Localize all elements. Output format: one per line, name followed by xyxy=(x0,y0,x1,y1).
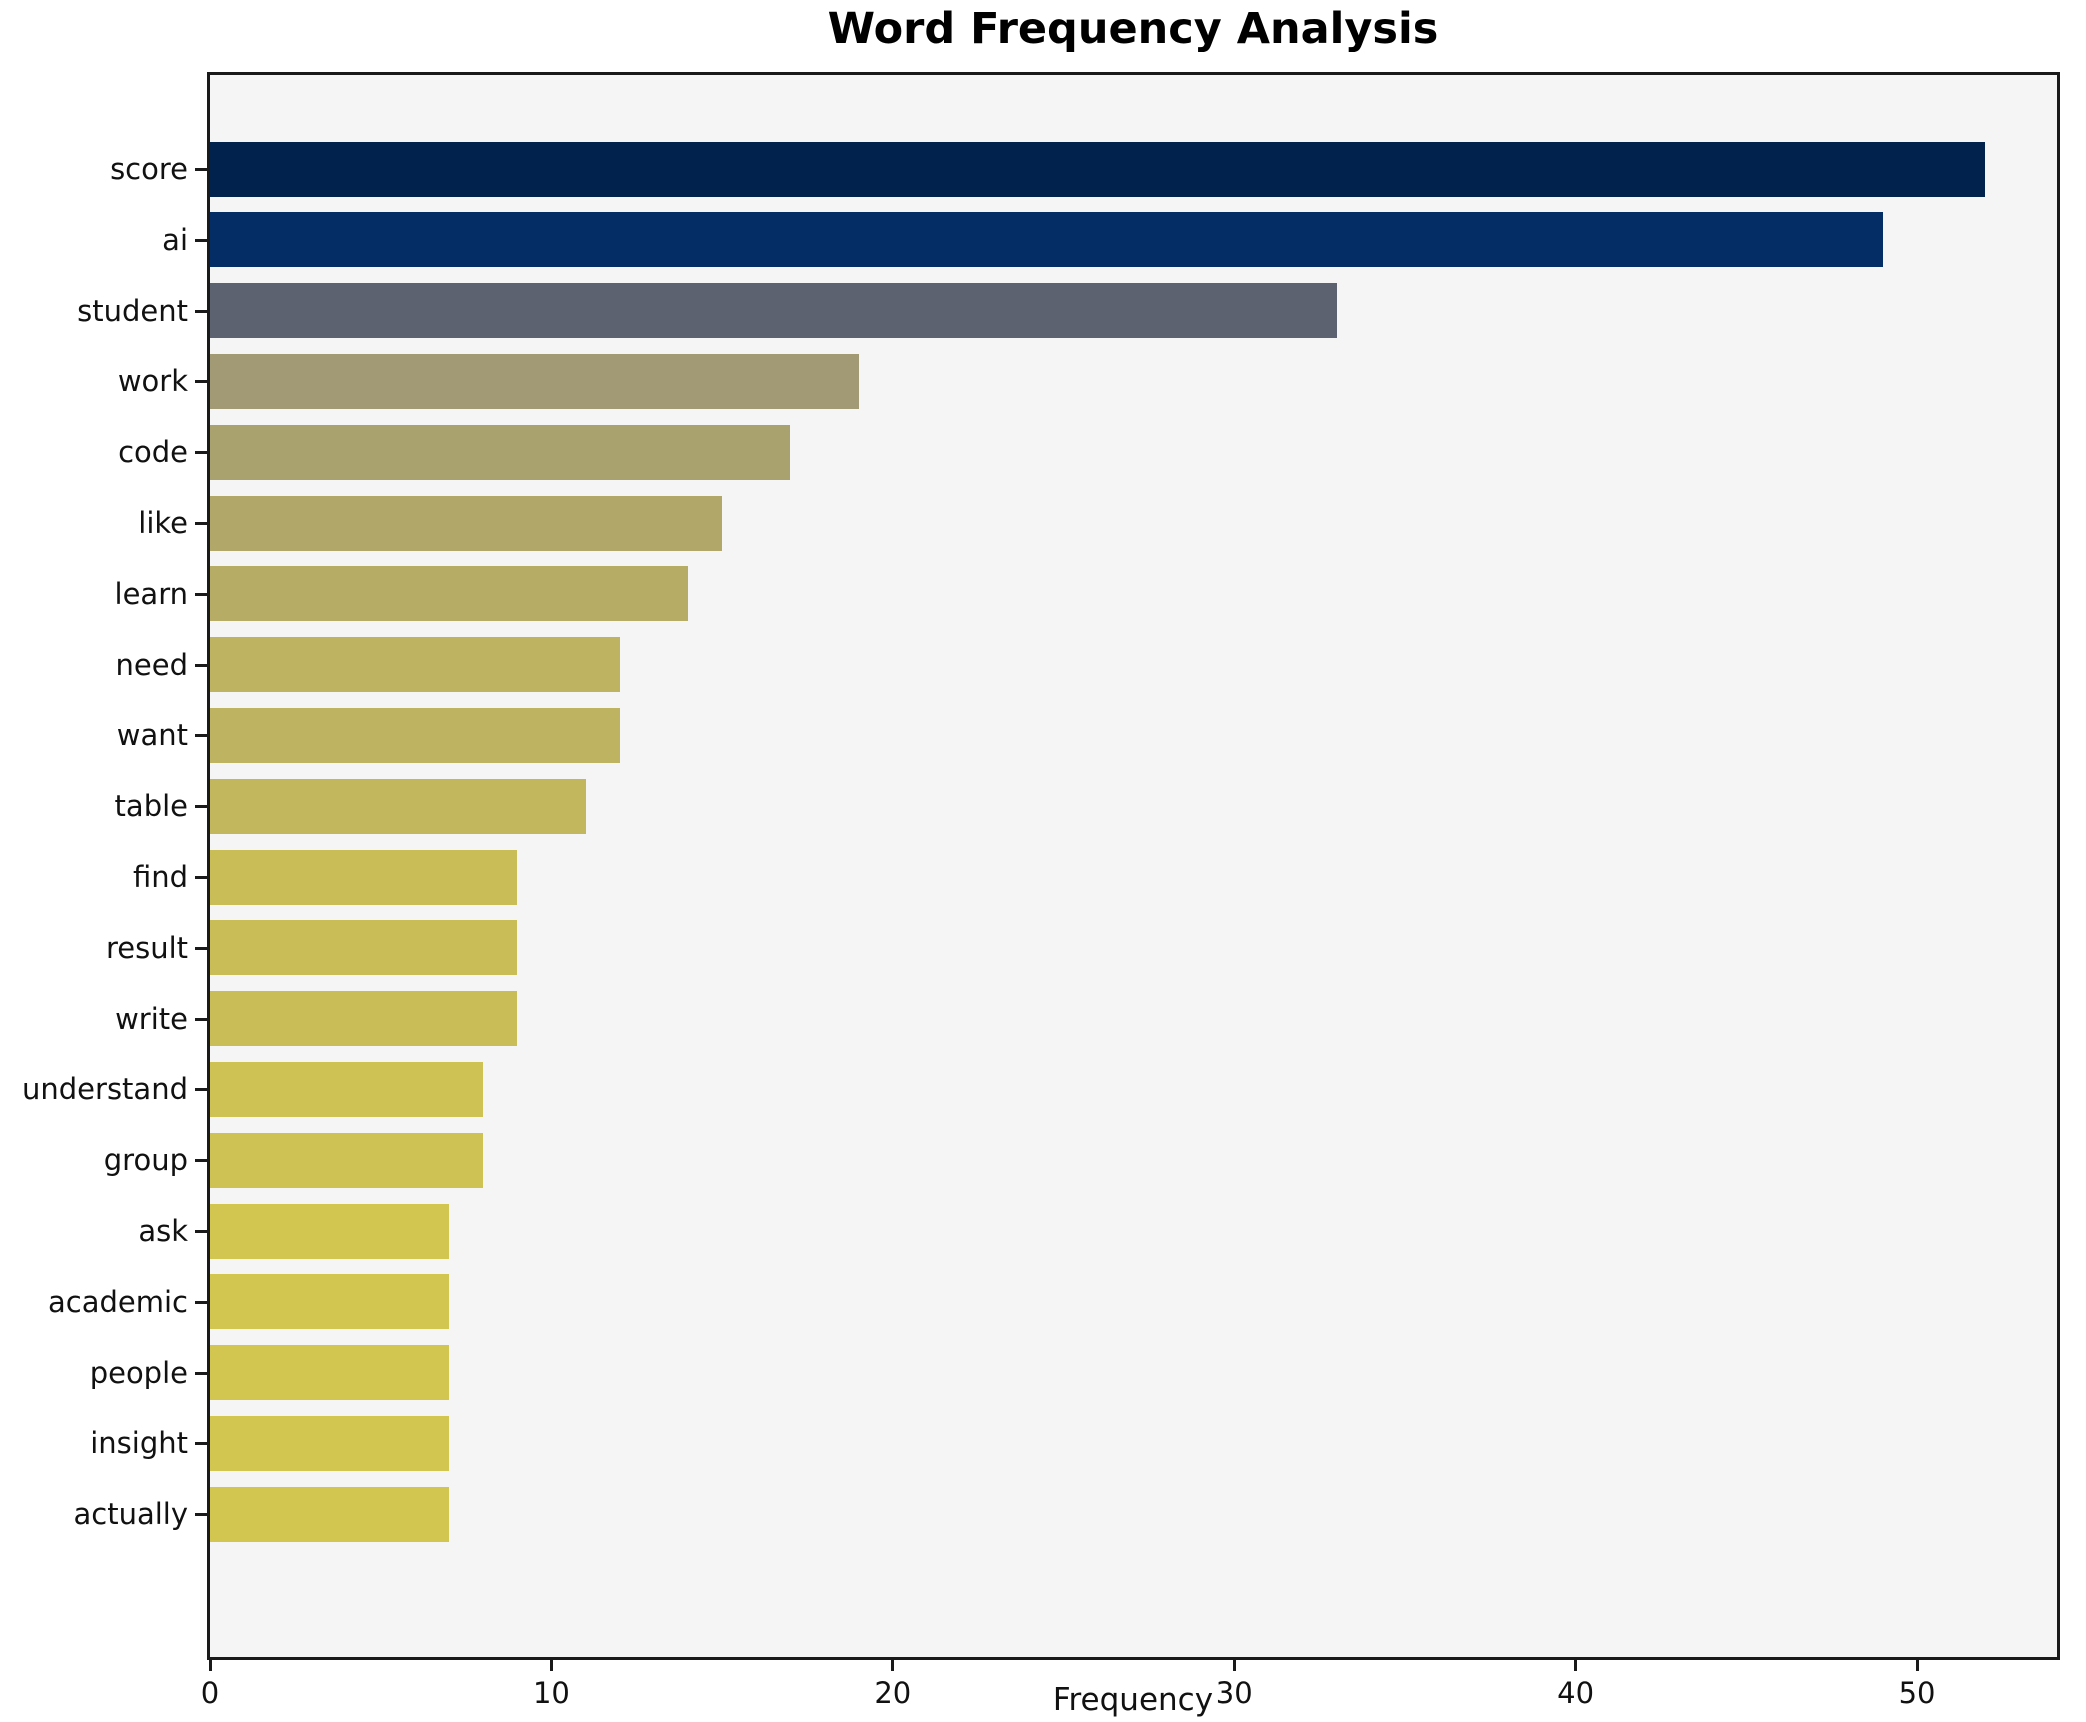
x-tick-label-0: 0 xyxy=(200,1676,220,1710)
y-tick-label-academic: academic xyxy=(48,1284,188,1319)
y-tick-label-insight: insight xyxy=(90,1426,188,1461)
y-tick-label-work: work xyxy=(117,364,188,399)
y-tick-label-student: student xyxy=(77,293,188,328)
y-tick-mark xyxy=(195,380,207,384)
x-tick-mark xyxy=(1232,1659,1236,1671)
chart-title: Word Frequency Analysis xyxy=(827,4,1439,54)
y-tick-mark xyxy=(195,946,207,950)
y-tick-mark xyxy=(195,1371,207,1375)
y-tick-mark xyxy=(195,663,207,667)
bar-learn xyxy=(210,566,688,622)
bar-understand xyxy=(210,1061,483,1117)
bar-table xyxy=(210,778,586,834)
y-tick-label-write: write xyxy=(115,1001,188,1036)
bar-result xyxy=(210,920,517,976)
y-tick-mark xyxy=(195,805,207,809)
y-tick-mark xyxy=(195,451,207,455)
y-tick-label-find: find xyxy=(132,860,188,894)
bar-want xyxy=(210,707,620,763)
y-tick-mark xyxy=(195,1230,207,1233)
y-tick-mark xyxy=(195,734,207,738)
bar-need xyxy=(210,637,620,693)
y-tick-label-need: need xyxy=(115,647,188,682)
bar-find xyxy=(210,849,517,905)
y-tick-mark xyxy=(195,309,207,313)
y-tick-mark xyxy=(195,1300,207,1304)
x-tick-label-50: 50 xyxy=(1898,1676,1936,1710)
y-tick-label-score: score xyxy=(110,152,188,186)
x-tick-mark xyxy=(1915,1659,1919,1671)
y-tick-label-want: want xyxy=(116,718,188,753)
x-axis-label: Frequency xyxy=(1052,1682,1214,1718)
y-tick-mark xyxy=(195,592,207,596)
y-tick-mark xyxy=(195,1159,207,1163)
y-tick-label-ai: ai xyxy=(162,222,188,257)
bar-score xyxy=(210,141,1985,197)
bar-actually xyxy=(210,1486,449,1542)
y-tick-mark xyxy=(195,1513,207,1517)
bar-ask xyxy=(210,1203,449,1259)
bar-people xyxy=(210,1345,449,1401)
y-tick-label-group: group xyxy=(103,1143,188,1178)
bar-insight xyxy=(210,1415,449,1471)
x-tick-label-10: 10 xyxy=(532,1676,570,1710)
y-tick-mark xyxy=(195,1088,207,1092)
bar-work xyxy=(210,353,859,409)
x-tick-label-30: 30 xyxy=(1215,1676,1253,1710)
y-tick-mark xyxy=(195,876,207,879)
x-tick-mark xyxy=(208,1659,212,1671)
bar-like xyxy=(210,495,722,551)
y-tick-mark xyxy=(195,1442,207,1446)
plot-area xyxy=(207,72,2060,1660)
bar-write xyxy=(210,991,517,1047)
y-tick-label-people: people xyxy=(89,1355,188,1390)
y-tick-label-actually: actually xyxy=(73,1497,188,1532)
bar-student xyxy=(210,283,1337,339)
y-tick-mark xyxy=(195,238,207,242)
bar-group xyxy=(210,1132,483,1188)
x-tick-mark xyxy=(549,1659,553,1671)
x-tick-mark xyxy=(891,1659,895,1671)
bar-ai xyxy=(210,212,1883,268)
x-tick-label-20: 20 xyxy=(874,1676,912,1710)
y-tick-label-like: like xyxy=(138,506,188,540)
x-tick-label-40: 40 xyxy=(1557,1676,1595,1710)
y-tick-mark xyxy=(195,168,207,171)
y-tick-label-understand: understand xyxy=(22,1072,188,1107)
y-tick-mark xyxy=(195,522,207,525)
y-tick-label-table: table xyxy=(114,789,188,824)
y-tick-mark xyxy=(195,1017,207,1021)
bar-academic xyxy=(210,1274,449,1330)
y-tick-label-result: result xyxy=(105,930,188,965)
y-tick-label-code: code xyxy=(118,435,188,470)
y-tick-label-ask: ask xyxy=(138,1214,188,1248)
y-tick-label-learn: learn xyxy=(114,576,188,611)
bar-code xyxy=(210,424,790,480)
x-tick-mark xyxy=(1574,1659,1578,1671)
